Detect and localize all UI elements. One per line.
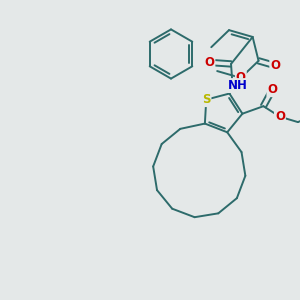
Text: S: S (202, 93, 211, 106)
Text: O: O (267, 83, 278, 96)
Text: O: O (275, 110, 285, 123)
Text: O: O (270, 59, 280, 72)
Text: O: O (236, 71, 246, 84)
Text: NH: NH (228, 79, 248, 92)
Text: O: O (204, 56, 214, 69)
